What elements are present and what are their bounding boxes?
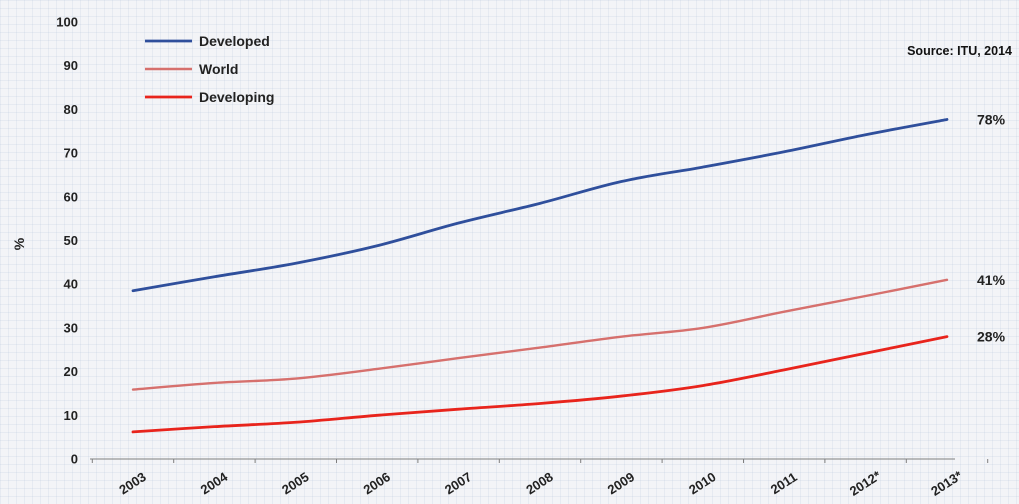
x-tick-label: 2006 (361, 469, 393, 497)
legend-label-world: World (199, 61, 238, 77)
x-tick-label: 2004 (198, 469, 231, 498)
y-tick-label: 90 (64, 58, 78, 73)
y-tick-label: 30 (64, 320, 78, 335)
x-tick-marks (91, 459, 989, 463)
y-tick-label: 100 (56, 15, 78, 30)
y-tick-label: 20 (64, 364, 78, 379)
y-tick-label: 0 (71, 452, 78, 467)
y-tick-label: 50 (64, 233, 78, 248)
legend: Developed World Developing (145, 33, 274, 105)
y-tick-labels: 0 10 20 30 40 50 60 70 80 90 100 (56, 15, 78, 467)
x-tick-label: 2003 (116, 469, 148, 497)
x-tick-label: 2009 (605, 469, 637, 497)
series-lines (131, 118, 949, 434)
x-tick-label: 2011 (768, 469, 800, 497)
x-tick-label: 2012* (847, 467, 884, 499)
legend-label-developing: Developing (199, 89, 274, 105)
source-label: Source: ITU, 2014 (907, 44, 1012, 58)
y-tick-label: 60 (64, 189, 78, 204)
end-labels: 78% 41% 28% (977, 111, 1006, 344)
end-label-world: 41% (977, 272, 1006, 288)
x-tick-label: 2005 (279, 469, 311, 497)
y-tick-label: 80 (64, 102, 78, 117)
series-line-world (131, 278, 949, 391)
end-label-developing: 28% (977, 329, 1006, 345)
series-line-developing (131, 335, 949, 434)
x-tick-label: 2008 (523, 469, 555, 497)
end-label-developed: 78% (977, 111, 1006, 127)
x-tick-label: 2007 (442, 469, 474, 497)
y-tick-label: 70 (64, 146, 78, 161)
series-line-developed (131, 118, 949, 293)
y-tick-label: 10 (64, 408, 78, 423)
y-axis-title: % (11, 237, 27, 250)
y-tick-label: 40 (64, 277, 78, 292)
x-tick-label: 2010 (686, 469, 718, 497)
x-tick-label: 2013* (928, 467, 965, 499)
x-tick-labels: 2003 2004 2005 2006 2007 2008 2009 2010 2011 2012… (116, 467, 965, 499)
legend-label-developed: Developed (199, 33, 270, 49)
